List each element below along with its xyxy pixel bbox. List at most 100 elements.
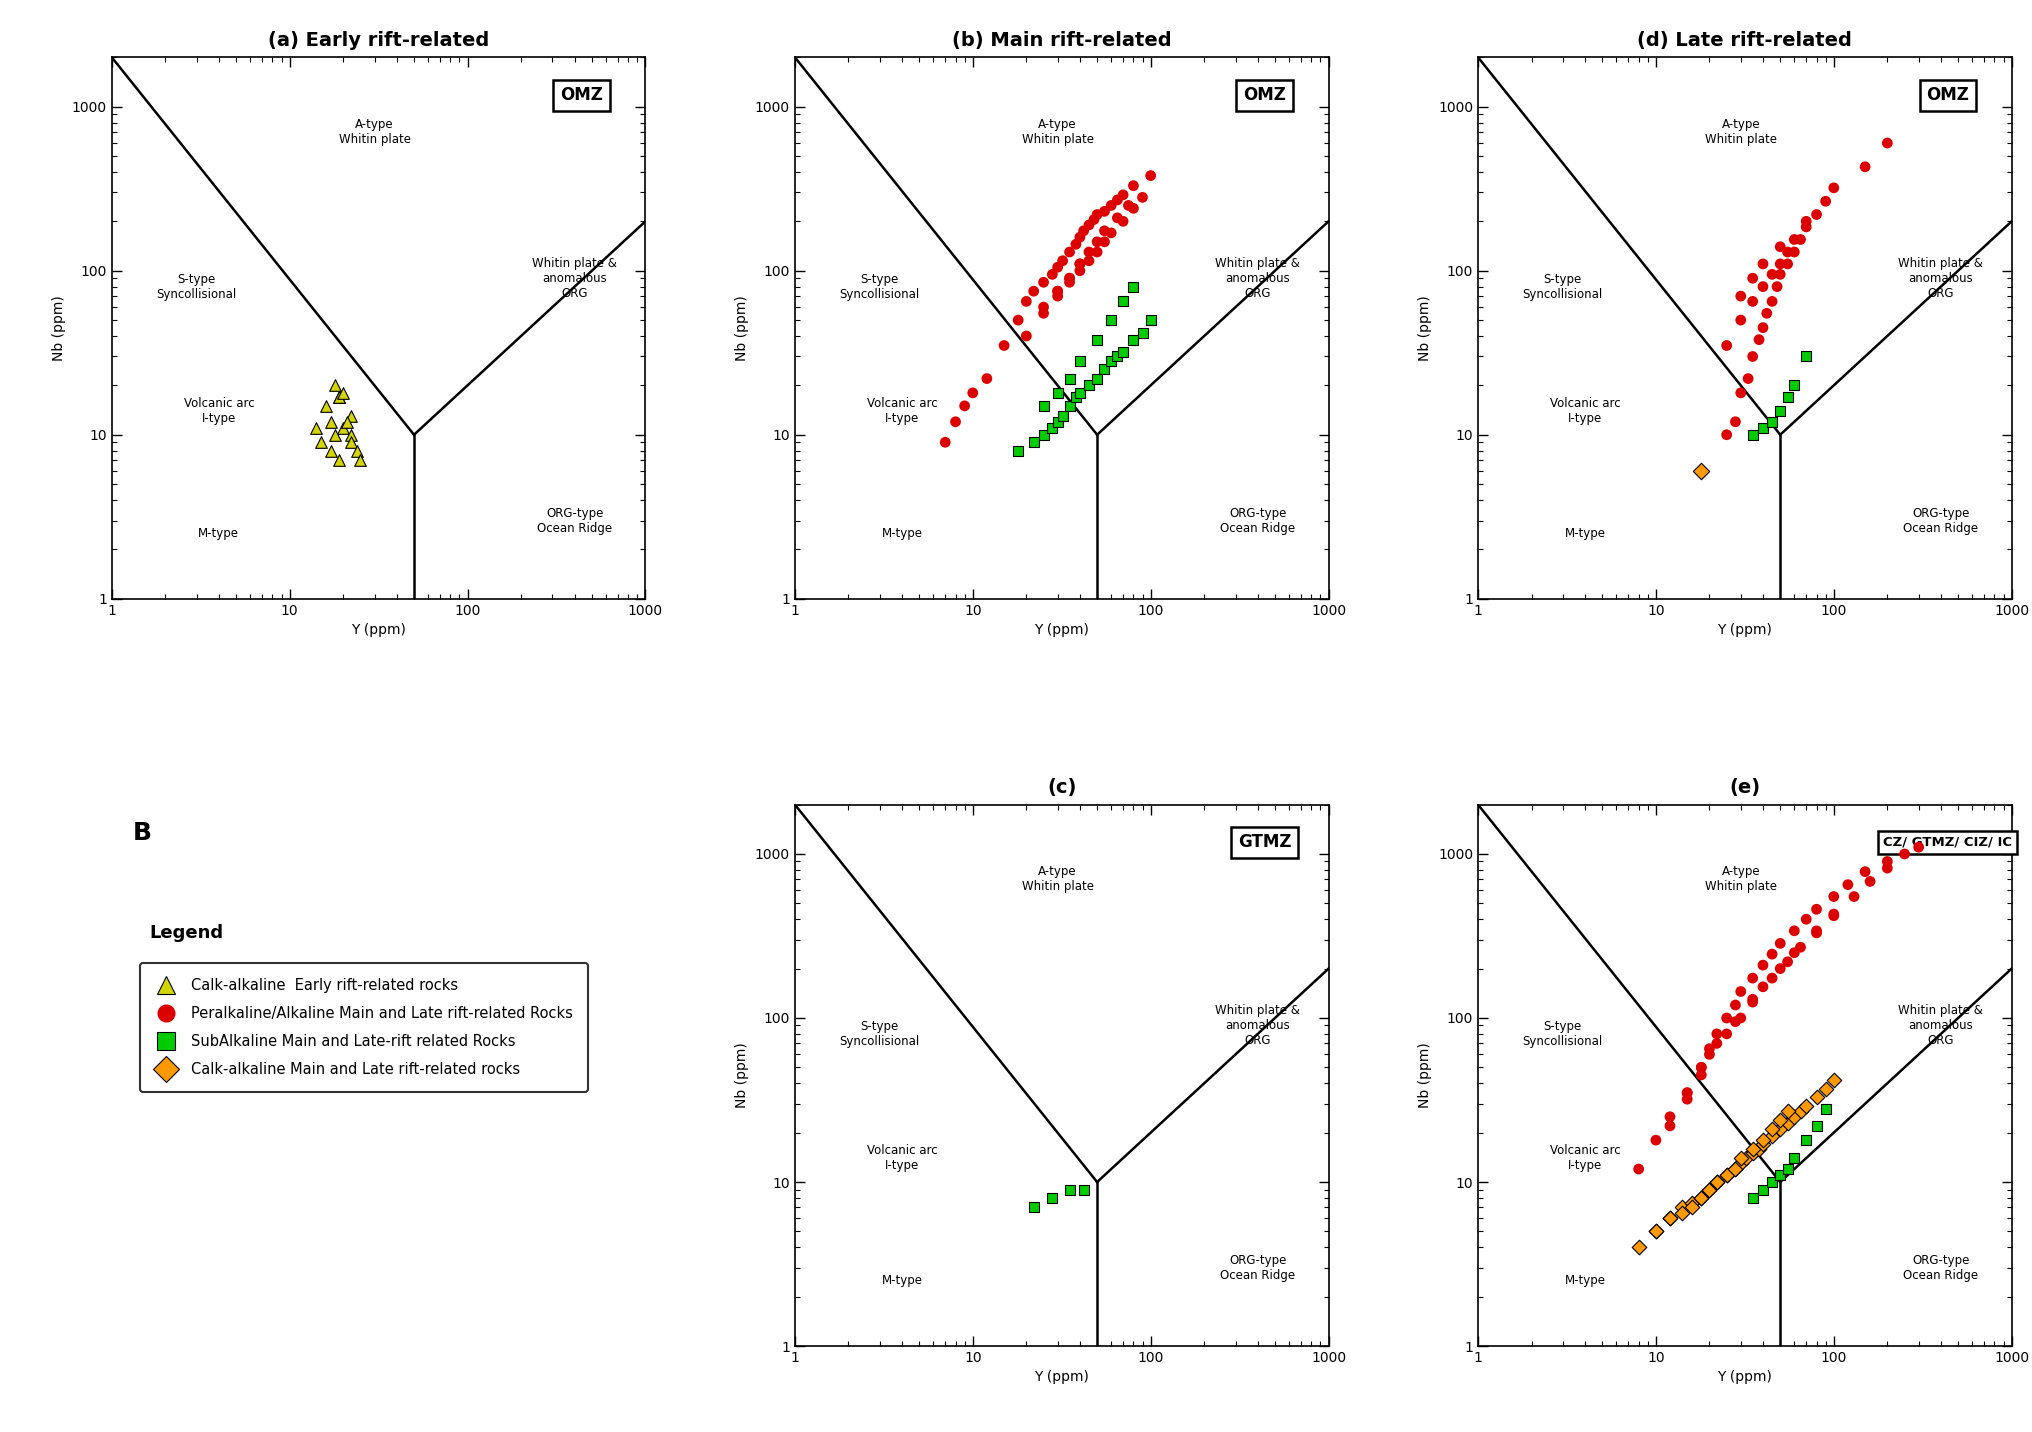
- Point: [1077, 208, 1109, 231]
- Title: (a) Early rift-related: (a) Early rift-related: [268, 32, 490, 50]
- Y-axis label: Nb (ppm): Nb (ppm): [1418, 1042, 1433, 1108]
- Point: [1750, 302, 1782, 325]
- Point: [1073, 374, 1105, 397]
- Point: [1711, 1164, 1743, 1187]
- Point: [1790, 345, 1823, 368]
- Point: [1725, 285, 1758, 308]
- Text: OMZ: OMZ: [1926, 86, 1969, 105]
- Title: (e): (e): [1729, 779, 1760, 798]
- Text: Whitin plate &
anomalous
ORG: Whitin plate & anomalous ORG: [532, 256, 618, 299]
- Point: [1800, 1085, 1833, 1108]
- Point: [1737, 1141, 1770, 1164]
- X-axis label: Y (ppm): Y (ppm): [1717, 623, 1772, 637]
- Point: [1685, 1055, 1717, 1078]
- Point: [1067, 1179, 1099, 1201]
- Point: [1063, 259, 1095, 282]
- Point: [1711, 424, 1743, 447]
- Point: [1817, 902, 1849, 925]
- Text: S-type
Syncollisional: S-type Syncollisional: [1522, 1020, 1603, 1048]
- Point: [1737, 289, 1770, 312]
- Point: [1028, 394, 1061, 417]
- Point: [343, 448, 376, 471]
- Point: [1118, 175, 1150, 198]
- Point: [1685, 1055, 1717, 1078]
- Point: [331, 411, 364, 434]
- Point: [1095, 193, 1128, 216]
- Point: [1622, 1236, 1654, 1259]
- Point: [1081, 328, 1114, 351]
- Text: Volcanic arc
I-type: Volcanic arc I-type: [868, 397, 937, 425]
- Point: [1693, 1042, 1725, 1065]
- Point: [1719, 1010, 1752, 1032]
- Point: [1670, 1081, 1703, 1104]
- Point: [1756, 1126, 1788, 1148]
- Point: [1748, 252, 1780, 275]
- Point: [309, 394, 341, 417]
- Point: [1731, 367, 1764, 390]
- Point: [1772, 385, 1804, 408]
- Point: [1790, 1094, 1823, 1117]
- Legend: Calk-alkaline  Early rift-related rocks, Peralkaline/Alkaline Main and Late rift: Calk-alkaline Early rift-related rocks, …: [140, 964, 587, 1093]
- Title: (b) Main rift-related: (b) Main rift-related: [951, 32, 1172, 50]
- Point: [335, 431, 368, 454]
- Point: [1010, 325, 1042, 348]
- Point: [1800, 921, 1833, 944]
- Point: [1849, 861, 1882, 884]
- Point: [1089, 200, 1122, 223]
- Point: [1853, 871, 1886, 894]
- Text: M-type: M-type: [1565, 527, 1605, 540]
- Text: OMZ: OMZ: [1244, 86, 1286, 105]
- Point: [1737, 1137, 1770, 1160]
- Point: [1756, 1118, 1788, 1141]
- Point: [1764, 263, 1796, 286]
- Point: [1053, 266, 1085, 289]
- Point: [971, 367, 1004, 390]
- Point: [1778, 919, 1811, 942]
- Title: (d) Late rift-related: (d) Late rift-related: [1638, 32, 1853, 50]
- Point: [1764, 400, 1796, 422]
- Point: [1685, 460, 1717, 483]
- Point: [988, 334, 1020, 357]
- Text: Whitin plate &
anomalous
ORG: Whitin plate & anomalous ORG: [1215, 1004, 1300, 1047]
- X-axis label: Y (ppm): Y (ppm): [1034, 623, 1089, 637]
- Point: [323, 385, 356, 408]
- Point: [319, 424, 352, 447]
- Text: ORG-type
Ocean Ridge: ORG-type Ocean Ridge: [1219, 1254, 1294, 1282]
- Y-axis label: Nb (ppm): Nb (ppm): [736, 295, 750, 361]
- Point: [1685, 1187, 1717, 1210]
- Text: Volcanic arc
I-type: Volcanic arc I-type: [1550, 397, 1620, 425]
- Point: [1089, 358, 1122, 381]
- Point: [1126, 186, 1158, 209]
- Point: [1089, 231, 1122, 253]
- Point: [1040, 381, 1073, 404]
- Point: [1073, 241, 1105, 263]
- Point: [1670, 1088, 1703, 1111]
- Point: [1737, 967, 1770, 990]
- Point: [1764, 1118, 1796, 1141]
- Point: [1748, 954, 1780, 977]
- Text: A-type
Whitin plate: A-type Whitin plate: [1022, 865, 1093, 894]
- Point: [1725, 1007, 1758, 1030]
- Point: [1748, 417, 1780, 440]
- Point: [1764, 235, 1796, 258]
- Point: [1010, 289, 1042, 312]
- Point: [1040, 279, 1073, 302]
- Point: [1756, 289, 1788, 312]
- Point: [1725, 1147, 1758, 1170]
- Point: [1808, 1097, 1841, 1120]
- Point: [1778, 374, 1811, 397]
- Point: [1902, 836, 1934, 859]
- Point: [1849, 155, 1882, 178]
- Point: [1053, 394, 1085, 417]
- Point: [1067, 219, 1099, 242]
- Point: [1817, 885, 1849, 908]
- Point: [1871, 856, 1904, 879]
- Point: [1666, 1196, 1699, 1219]
- Point: [1748, 275, 1780, 298]
- Point: [1764, 957, 1796, 979]
- Point: [1134, 165, 1166, 188]
- Point: [1772, 252, 1804, 275]
- Point: [1737, 991, 1770, 1014]
- Text: M-type: M-type: [882, 1274, 923, 1287]
- Point: [1778, 228, 1811, 251]
